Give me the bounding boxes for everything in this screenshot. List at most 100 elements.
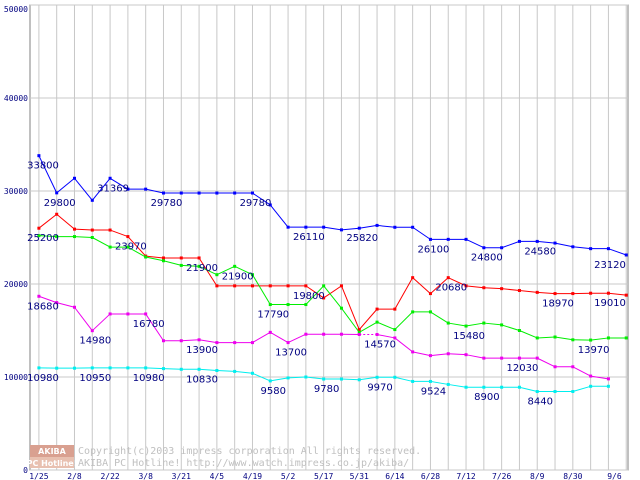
series-segment <box>430 311 449 324</box>
data-point <box>517 289 521 293</box>
data-point <box>268 284 272 288</box>
data-point <box>286 225 290 229</box>
data-point <box>606 291 610 295</box>
watermark-logo-top-box <box>30 445 74 457</box>
watermark-url: AKIBA PC Hotline! http://www.watch.impre… <box>78 458 409 469</box>
data-point <box>393 375 397 379</box>
data-label: 10950 <box>79 373 111 384</box>
data-point <box>411 310 415 314</box>
series-segment <box>109 229 129 238</box>
data-point <box>571 365 575 369</box>
series-segment <box>74 306 93 331</box>
data-label: 31369 <box>97 183 129 194</box>
data-point <box>215 368 219 372</box>
data-point <box>375 375 379 379</box>
data-point <box>215 284 219 288</box>
series-segment <box>252 331 271 344</box>
data-point <box>322 225 326 229</box>
data-point <box>339 228 343 232</box>
data-point <box>233 191 237 195</box>
series-segment <box>537 336 556 339</box>
series-segment <box>305 285 325 305</box>
data-point <box>90 329 94 333</box>
series-segment <box>572 246 591 250</box>
series-segment <box>448 383 467 388</box>
series-segment <box>74 228 93 231</box>
series-segment <box>145 188 164 194</box>
watermark-copyright: Copyright(c)2003 impress corporation All… <box>78 446 421 457</box>
data-point <box>197 191 201 195</box>
series-segment <box>412 351 431 357</box>
x-tick-label: 5/2 <box>281 472 296 480</box>
series-segment <box>537 291 556 295</box>
data-point <box>197 256 201 260</box>
x-tick-label: 5/17 <box>314 472 333 480</box>
series-segment <box>216 369 235 372</box>
series-segment <box>358 308 378 330</box>
data-point <box>144 255 148 259</box>
series-segment <box>145 256 164 262</box>
data-label: 18680 <box>27 301 59 312</box>
series-segment <box>145 367 164 370</box>
watermark-logo-bottom-box <box>30 457 74 468</box>
data-point <box>464 353 468 357</box>
x-tick-label: 8/30 <box>563 472 582 480</box>
data-point <box>197 338 201 342</box>
x-tick-label: 3/21 <box>172 472 191 480</box>
data-point <box>411 276 415 280</box>
data-point <box>72 227 76 231</box>
series-segment <box>483 322 502 326</box>
data-label: 9970 <box>367 382 392 393</box>
data-label: 13700 <box>275 348 307 359</box>
data-point <box>161 191 165 195</box>
data-point <box>286 376 290 380</box>
data-point <box>72 305 76 309</box>
data-point <box>571 245 575 249</box>
data-point <box>108 176 112 180</box>
data-point <box>250 191 254 195</box>
data-point <box>268 379 272 383</box>
series-segment <box>270 377 289 382</box>
data-point <box>606 247 610 251</box>
data-label: 20680 <box>435 283 467 294</box>
data-point <box>90 198 94 202</box>
data-point <box>357 378 361 382</box>
data-label: 9524 <box>421 386 446 397</box>
data-point <box>233 341 237 345</box>
data-point <box>37 366 41 370</box>
data-point <box>606 336 610 340</box>
data-point <box>339 284 343 288</box>
plot-frame <box>29 4 629 471</box>
data-point <box>500 287 504 291</box>
series-segment <box>465 322 484 327</box>
data-label: 13900 <box>186 345 218 356</box>
series-segment <box>465 354 484 359</box>
data-label: 33800 <box>27 161 59 172</box>
series-segment <box>252 372 271 382</box>
data-point <box>304 332 308 336</box>
data-point <box>304 284 308 288</box>
data-point <box>446 276 450 280</box>
data-point <box>393 225 397 229</box>
x-tick-label: 3/8 <box>138 472 153 480</box>
data-point <box>624 336 628 340</box>
grid <box>29 4 629 471</box>
series-segment <box>590 337 609 341</box>
y-tick-label: 10000 <box>4 373 28 382</box>
data-point <box>464 324 468 328</box>
data-point <box>108 228 112 232</box>
series-segment <box>519 290 538 293</box>
data-point <box>446 352 450 356</box>
data-point <box>517 239 521 243</box>
data-point <box>215 341 219 345</box>
series-segment <box>394 376 413 382</box>
data-point <box>233 369 237 373</box>
data-point <box>535 356 539 360</box>
series-segment <box>341 227 360 231</box>
series-3 <box>37 294 610 381</box>
data-point <box>357 332 361 336</box>
series-segment <box>590 375 609 380</box>
data-point <box>55 366 59 370</box>
data-label: 19010 <box>594 298 626 309</box>
data-point <box>126 245 130 249</box>
